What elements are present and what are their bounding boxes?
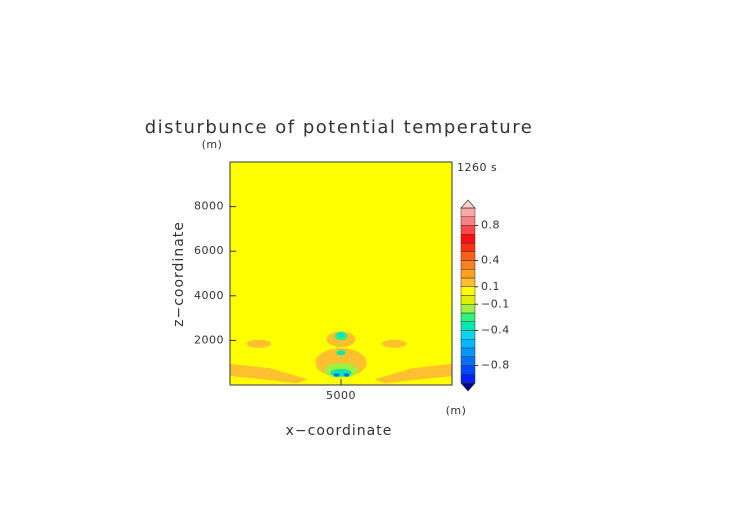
- y-axis-label: z−coordinate: [171, 221, 187, 327]
- x-unit: (m): [446, 404, 467, 417]
- colorbar-segment: [460, 286, 476, 296]
- contour-region: [382, 339, 407, 348]
- colorbar-segment: [460, 234, 476, 244]
- colorbar-tick-label: 0.1: [481, 280, 500, 293]
- y-tick-label: 6000: [194, 244, 224, 257]
- y-tick-label: 8000: [194, 200, 224, 213]
- colorbar-segment: [460, 312, 476, 322]
- colorbar-segment: [460, 339, 476, 349]
- colorbar-segment: [460, 356, 476, 366]
- colorbar-segment: [460, 304, 476, 314]
- contour-region: [343, 373, 350, 377]
- field-background: [230, 162, 452, 385]
- x-tick-label: 5000: [326, 389, 356, 402]
- colorbar-segment: [460, 251, 476, 261]
- colorbar-segment: [460, 347, 476, 357]
- contour-region: [336, 350, 346, 356]
- colorbar-tick-label: −0.4: [481, 324, 510, 337]
- colorbar-over: [460, 199, 476, 209]
- colorbar-segment: [460, 242, 476, 252]
- colorbar-segment: [460, 225, 476, 235]
- colorbar-tick-label: −0.1: [481, 297, 510, 310]
- colorbar-segment: [460, 321, 476, 331]
- chart-title: disturbunce of potential temperature: [145, 117, 534, 138]
- colorbar-segment: [460, 374, 476, 384]
- x-axis-label: x−coordinate: [286, 423, 393, 439]
- time-label: 1260 s: [457, 161, 497, 174]
- y-unit: (m): [202, 138, 223, 151]
- colorbar-segment: [460, 269, 476, 279]
- y-tick-label: 2000: [194, 333, 224, 346]
- field: [230, 162, 452, 385]
- contour-region: [374, 363, 452, 384]
- y-tick-label: 4000: [194, 289, 224, 302]
- colorbar-segment: [460, 277, 476, 287]
- contour-region: [333, 373, 340, 377]
- contour-region: [246, 339, 272, 348]
- colorbar-segment: [460, 295, 476, 305]
- colorbar-segment: [460, 330, 476, 340]
- colorbar-segment: [460, 260, 476, 270]
- colorbar-tick-label: 0.4: [481, 254, 500, 267]
- colorbar-tick-label: 0.8: [481, 219, 500, 232]
- colorbar-segment: [460, 207, 476, 217]
- colorbar-segment: [460, 365, 476, 375]
- colorbar-under: [460, 382, 476, 392]
- colorbar-segment: [460, 216, 476, 226]
- contour-region: [230, 363, 308, 384]
- contour-region: [338, 333, 344, 338]
- colorbar-tick-label: −0.8: [481, 359, 510, 372]
